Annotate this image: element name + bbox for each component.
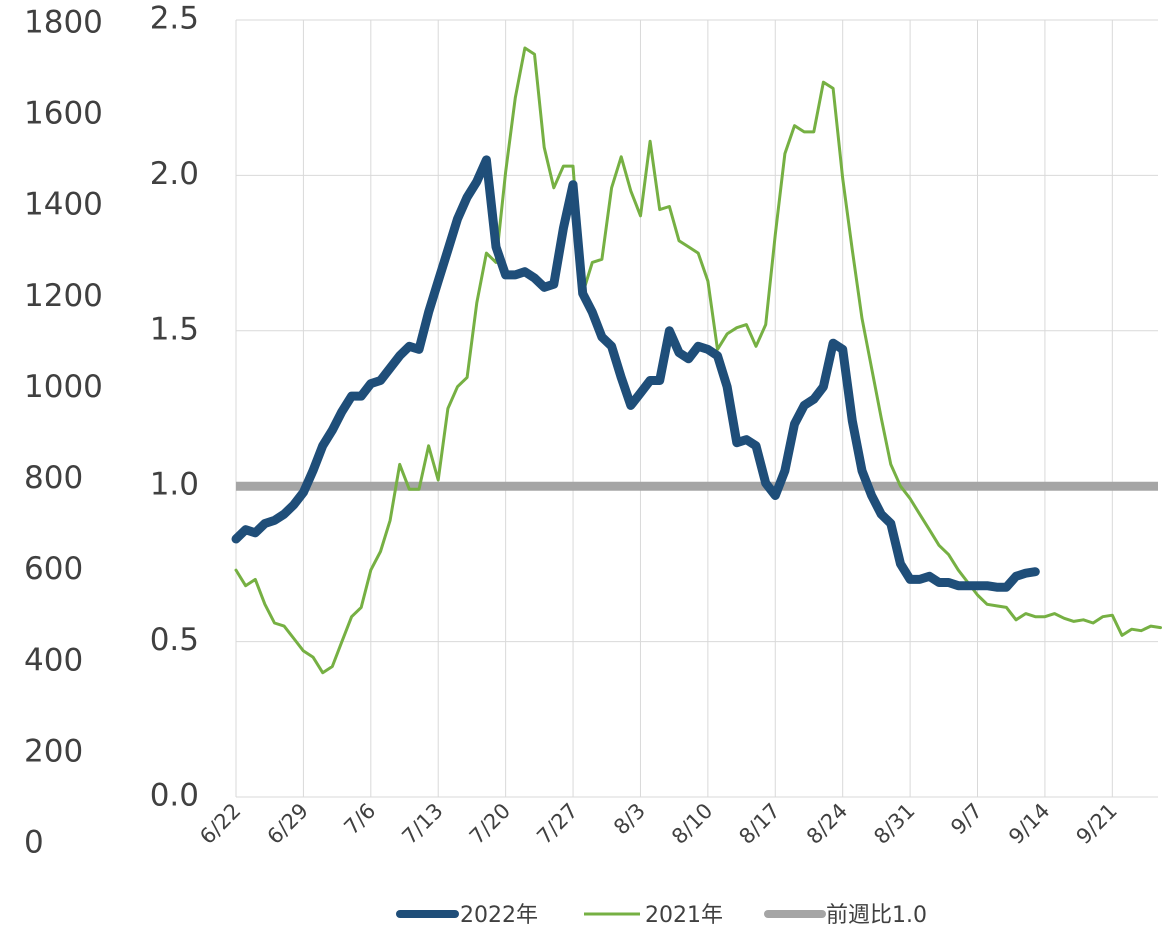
x-tick-label: 7/20 — [465, 799, 515, 849]
left-tick-label: 0 — [24, 825, 44, 861]
x-tick-label: 9/21 — [1072, 799, 1122, 849]
legend-label-2022: 2022年 — [460, 903, 538, 928]
x-axis-ticks: 6/22 6/29 7/6 7/13 7/20 7/27 8/3 8/10 8/17 8/24 8/… — [195, 799, 1122, 849]
right-tick-label: 0.5 — [150, 622, 199, 658]
right-tick-label: 0.0 — [150, 778, 199, 814]
x-tick-label: 9/7 — [946, 799, 987, 840]
left-tick-label: 1400 — [24, 187, 103, 223]
right-tick-label: 1.0 — [150, 467, 199, 503]
grid-lines — [235, 19, 1158, 798]
x-tick-label: 8/10 — [667, 799, 717, 849]
left-tick-label: 800 — [24, 460, 83, 496]
right-tick-label: 1.5 — [150, 311, 199, 347]
x-tick-label: 7/6 — [339, 799, 380, 840]
x-tick-label: 9/14 — [1004, 799, 1054, 849]
x-tick-label: 6/22 — [195, 799, 245, 849]
left-tick-label: 1800 — [24, 5, 103, 41]
x-tick-label: 8/24 — [802, 799, 852, 849]
series-line-1 — [234, 46, 1162, 675]
left-axis-ticks: 0 200 400 600 800 1000 1200 1400 1600 1800 — [24, 5, 103, 861]
left-tick-label: 200 — [24, 733, 83, 769]
x-tick-label: 8/3 — [609, 799, 650, 840]
x-tick-label: 7/27 — [532, 799, 582, 849]
left-tick-label: 1000 — [24, 369, 103, 405]
legend: 2022年 2021年 前週比1.0 — [396, 903, 927, 928]
legend-label-2021: 2021年 — [645, 903, 723, 928]
left-tick-label: 1200 — [24, 278, 103, 314]
right-tick-label: 2.5 — [150, 1, 199, 37]
x-tick-label: 8/31 — [869, 799, 919, 849]
left-tick-label: 400 — [24, 642, 83, 678]
series-lines — [231, 46, 1162, 675]
right-axis-ticks: 0.0 0.5 1.0 1.5 2.0 2.5 — [150, 1, 199, 814]
x-tick-label: 8/17 — [734, 799, 784, 849]
legend-label-baseline: 前週比1.0 — [826, 903, 927, 928]
x-tick-label: 7/13 — [397, 799, 447, 849]
right-tick-label: 2.0 — [150, 156, 199, 192]
left-tick-label: 1600 — [24, 96, 103, 132]
left-tick-label: 600 — [24, 551, 83, 587]
x-tick-label: 6/29 — [263, 799, 313, 849]
series-line-0 — [231, 155, 1040, 592]
